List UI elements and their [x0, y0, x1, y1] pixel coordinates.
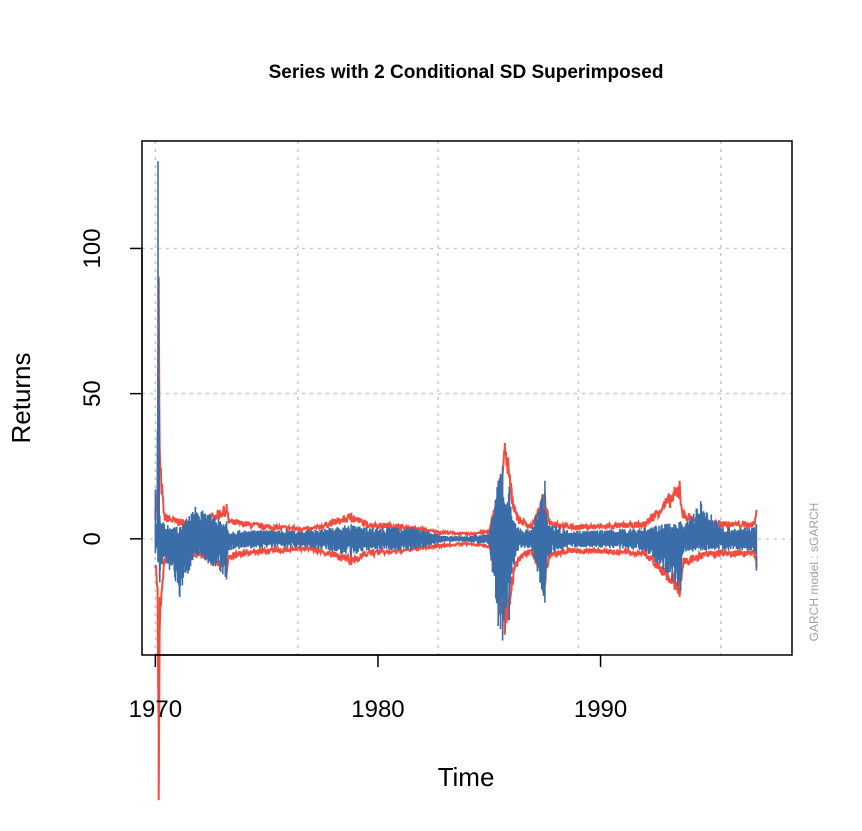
returns-series — [154, 161, 758, 641]
x-tick-label: 1990 — [574, 696, 627, 723]
plot-frame — [141, 140, 793, 656]
y-axis-label: Returns — [6, 352, 36, 443]
x-axis-label: Time — [438, 762, 495, 792]
model-annotation: GARCH model : sGARCH — [807, 503, 821, 642]
returns-line — [154, 161, 758, 641]
chart-title: Series with 2 Conditional SD Superimpose… — [269, 62, 664, 83]
y-tick-label: 50 — [79, 380, 106, 407]
x-axis: 1970 1980 1990 — [129, 654, 627, 723]
grid-lines — [142, 141, 792, 655]
series-upper-line — [154, 277, 758, 538]
y-tick-label: 0 — [79, 532, 106, 545]
x-tick-label: 1970 — [129, 696, 182, 723]
y-axis: 0 50 100 — [79, 228, 143, 546]
y-tick-label: 100 — [79, 228, 106, 268]
x-tick-label: 1980 — [351, 696, 404, 723]
